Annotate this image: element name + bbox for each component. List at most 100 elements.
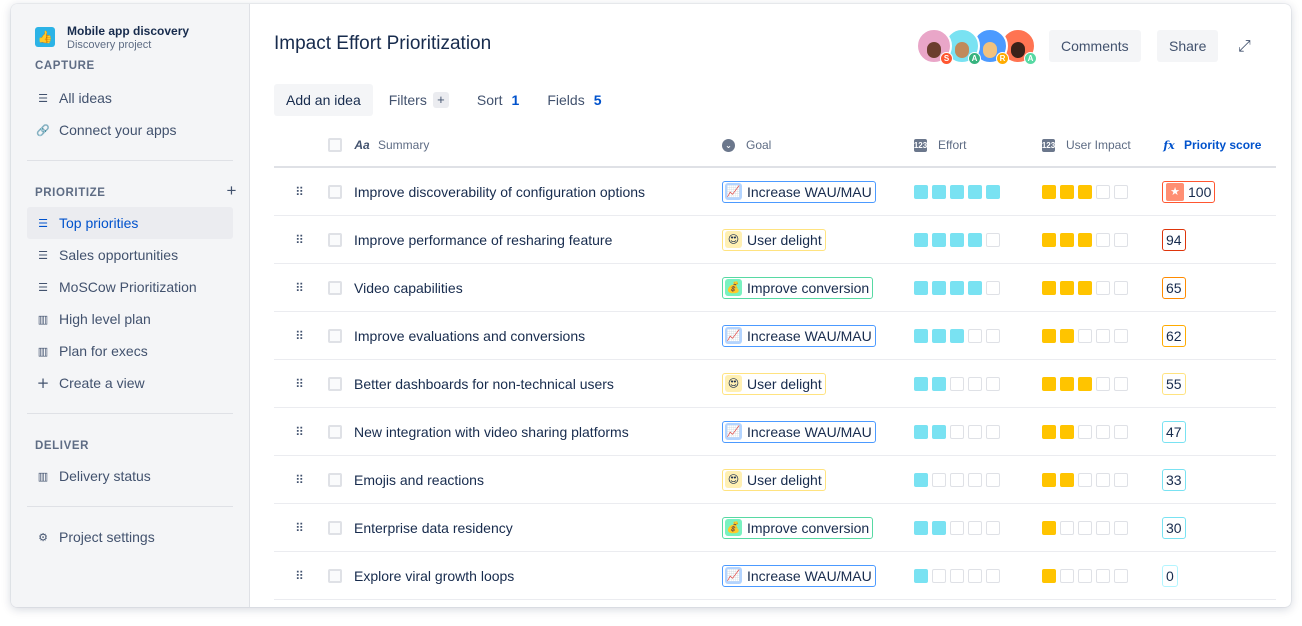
summary-cell[interactable]: Improve performance of resharing feature bbox=[354, 232, 722, 248]
effort-cell[interactable] bbox=[914, 520, 1042, 535]
drag-handle-icon[interactable]: ⠿ bbox=[295, 376, 304, 391]
goal-cell[interactable]: 📈 Increase WAU/MAU bbox=[722, 420, 914, 443]
drag-handle-icon[interactable]: ⠿ bbox=[295, 424, 304, 439]
impact-cell[interactable] bbox=[1042, 568, 1162, 583]
sidebar-item-all-ideas[interactable]: ☰ All ideas bbox=[27, 82, 233, 114]
row-checkbox[interactable] bbox=[328, 424, 342, 439]
impact-cell[interactable] bbox=[1042, 424, 1162, 439]
project-header[interactable]: 👍 Mobile app discovery Discovery project bbox=[11, 24, 249, 54]
row-checkbox[interactable] bbox=[328, 568, 342, 583]
effort-cell[interactable] bbox=[914, 184, 1042, 199]
table-row[interactable]: ⠿ Improve evaluations and conversions 📈 Inc… bbox=[274, 312, 1276, 360]
effort-cell[interactable] bbox=[914, 472, 1042, 487]
sidebar-item-create-a-view[interactable]: + Create a view bbox=[27, 367, 233, 399]
column-user-impact[interactable]: 123 User Impact bbox=[1042, 138, 1162, 152]
column-effort[interactable]: 123 Effort bbox=[914, 138, 1042, 152]
column-goal[interactable]: ⌄ Goal bbox=[722, 138, 914, 152]
drag-handle-icon[interactable]: ⠿ bbox=[295, 328, 304, 343]
effort-cell[interactable] bbox=[914, 568, 1042, 583]
drag-handle-icon[interactable]: ⠿ bbox=[295, 568, 304, 583]
goal-cell[interactable]: 😍 User delight bbox=[722, 372, 914, 395]
drag-handle-icon[interactable]: ⠿ bbox=[295, 280, 304, 295]
goal-cell[interactable]: 📈 Increase WAU/MAU bbox=[722, 180, 914, 203]
row-checkbox[interactable] bbox=[328, 376, 342, 391]
list-icon: ☰ bbox=[38, 91, 48, 105]
sidebar-item-sales-opportunities[interactable]: ☰ Sales opportunities bbox=[27, 239, 233, 271]
filters-button[interactable]: Filters + bbox=[377, 84, 461, 116]
column-summary[interactable]: Aa Summary bbox=[354, 138, 722, 152]
summary-cell[interactable]: New integration with video sharing platf… bbox=[354, 424, 722, 440]
sort-button[interactable]: Sort 1 bbox=[465, 84, 531, 116]
row-checkbox[interactable] bbox=[328, 472, 342, 487]
table-row[interactable]: ⠿ New integration with video sharing plat… bbox=[274, 408, 1276, 456]
summary-cell[interactable]: Explore viral growth loops bbox=[354, 568, 722, 584]
impact-cell[interactable] bbox=[1042, 232, 1162, 247]
effort-cell[interactable] bbox=[914, 280, 1042, 295]
sidebar-item-project-settings[interactable]: ⚙ Project settings bbox=[27, 521, 233, 553]
effort-cell[interactable] bbox=[914, 328, 1042, 343]
select-all-checkbox[interactable] bbox=[328, 138, 342, 152]
drag-handle-icon[interactable]: ⠿ bbox=[295, 232, 304, 247]
sidebar-item-plan-for-execs[interactable]: ▥ Plan for execs bbox=[27, 335, 233, 367]
summary-cell[interactable]: Improve evaluations and conversions bbox=[354, 328, 722, 344]
table-row[interactable]: ⠿ Explore viral growth loops 📈 Increase WAU… bbox=[274, 552, 1276, 600]
impact-cell[interactable] bbox=[1042, 472, 1162, 487]
table-row[interactable]: ⠿ Enterprise data residency 💰 Improve conve… bbox=[274, 504, 1276, 552]
impact-cell[interactable] bbox=[1042, 184, 1162, 199]
drag-handle-icon[interactable]: ⠿ bbox=[295, 184, 304, 199]
avatar-face bbox=[983, 42, 997, 58]
thumbs-up-icon: 👍 bbox=[35, 27, 55, 47]
sidebar-item-high-level-plan[interactable]: ▥ High level plan bbox=[27, 303, 233, 335]
summary-cell[interactable]: Better dashboards for non-technical user… bbox=[354, 376, 722, 392]
effort-cell[interactable] bbox=[914, 424, 1042, 439]
expand-icon[interactable]: ⤢ bbox=[1238, 36, 1251, 55]
impact-cell[interactable] bbox=[1042, 280, 1162, 295]
goal-cell[interactable]: 💰 Improve conversion bbox=[722, 276, 914, 299]
effort-block-empty bbox=[968, 520, 982, 535]
row-checkbox[interactable] bbox=[328, 520, 342, 535]
impact-cell[interactable] bbox=[1042, 328, 1162, 343]
goal-cell[interactable]: 📈 Increase WAU/MAU bbox=[722, 564, 914, 587]
goal-cell[interactable]: 😍 User delight bbox=[722, 468, 914, 491]
goal-cell[interactable]: 📈 Increase WAU/MAU bbox=[722, 324, 914, 347]
drag-handle-icon[interactable]: ⠿ bbox=[295, 520, 304, 535]
effort-cell[interactable] bbox=[914, 232, 1042, 247]
sidebar-item-moscow-prioritization[interactable]: ☰ MoSCow Prioritization bbox=[27, 271, 233, 303]
row-checkbox[interactable] bbox=[328, 280, 342, 295]
goal-cell[interactable]: 😍 User delight bbox=[722, 228, 914, 251]
comments-button[interactable]: Comments bbox=[1049, 30, 1141, 62]
goal-tag: 💰 Improve conversion bbox=[722, 516, 874, 539]
avatar[interactable]: S bbox=[916, 28, 953, 65]
summary-cell[interactable]: Improve discoverability of configuration… bbox=[354, 184, 722, 200]
column-priority-score[interactable]: fx Priority score bbox=[1162, 138, 1276, 152]
table-row[interactable]: ⠿ Improve discoverability of configuratio… bbox=[274, 168, 1276, 216]
table-row[interactable]: ⠿ Video capabilities 💰 Improve conversion 65 bbox=[274, 264, 1276, 312]
effort-rating bbox=[914, 232, 1004, 247]
add-idea-button[interactable]: Add an idea bbox=[274, 84, 373, 116]
row-checkbox[interactable] bbox=[328, 184, 342, 199]
row-checkbox[interactable] bbox=[328, 328, 342, 343]
fields-button[interactable]: Fields 5 bbox=[535, 84, 613, 116]
effort-block-filled bbox=[932, 520, 946, 535]
idea-summary: Enterprise data residency bbox=[354, 519, 513, 536]
sidebar-item-top-priorities[interactable]: ☰ Top priorities bbox=[27, 207, 233, 239]
goal-cell[interactable]: 💰 Improve conversion bbox=[722, 516, 914, 539]
effort-block-filled bbox=[914, 472, 928, 487]
summary-cell[interactable]: Enterprise data residency bbox=[354, 520, 722, 536]
row-checkbox[interactable] bbox=[328, 232, 342, 247]
sidebar-item-connect-your-apps[interactable]: 🔗 Connect your apps bbox=[27, 114, 233, 146]
effort-cell[interactable] bbox=[914, 376, 1042, 391]
row-select-cell bbox=[322, 472, 354, 487]
impact-cell[interactable] bbox=[1042, 376, 1162, 391]
summary-cell[interactable]: Emojis and reactions bbox=[354, 472, 722, 488]
add-view-plus-icon[interactable]: + bbox=[226, 181, 237, 200]
table-row[interactable]: ⠿ Improve performance of resharing featur… bbox=[274, 216, 1276, 264]
drag-handle-icon[interactable]: ⠿ bbox=[295, 472, 304, 487]
impact-cell[interactable] bbox=[1042, 520, 1162, 535]
table-row[interactable]: ⠿ Better dashboards for non-technical use… bbox=[274, 360, 1276, 408]
summary-cell[interactable]: Video capabilities bbox=[354, 280, 722, 296]
sidebar-item-delivery-status[interactable]: ▥ Delivery status bbox=[27, 460, 233, 492]
share-button[interactable]: Share bbox=[1157, 30, 1219, 62]
table-row[interactable]: ⠿ Emojis and reactions 😍 User delight 33 bbox=[274, 456, 1276, 504]
